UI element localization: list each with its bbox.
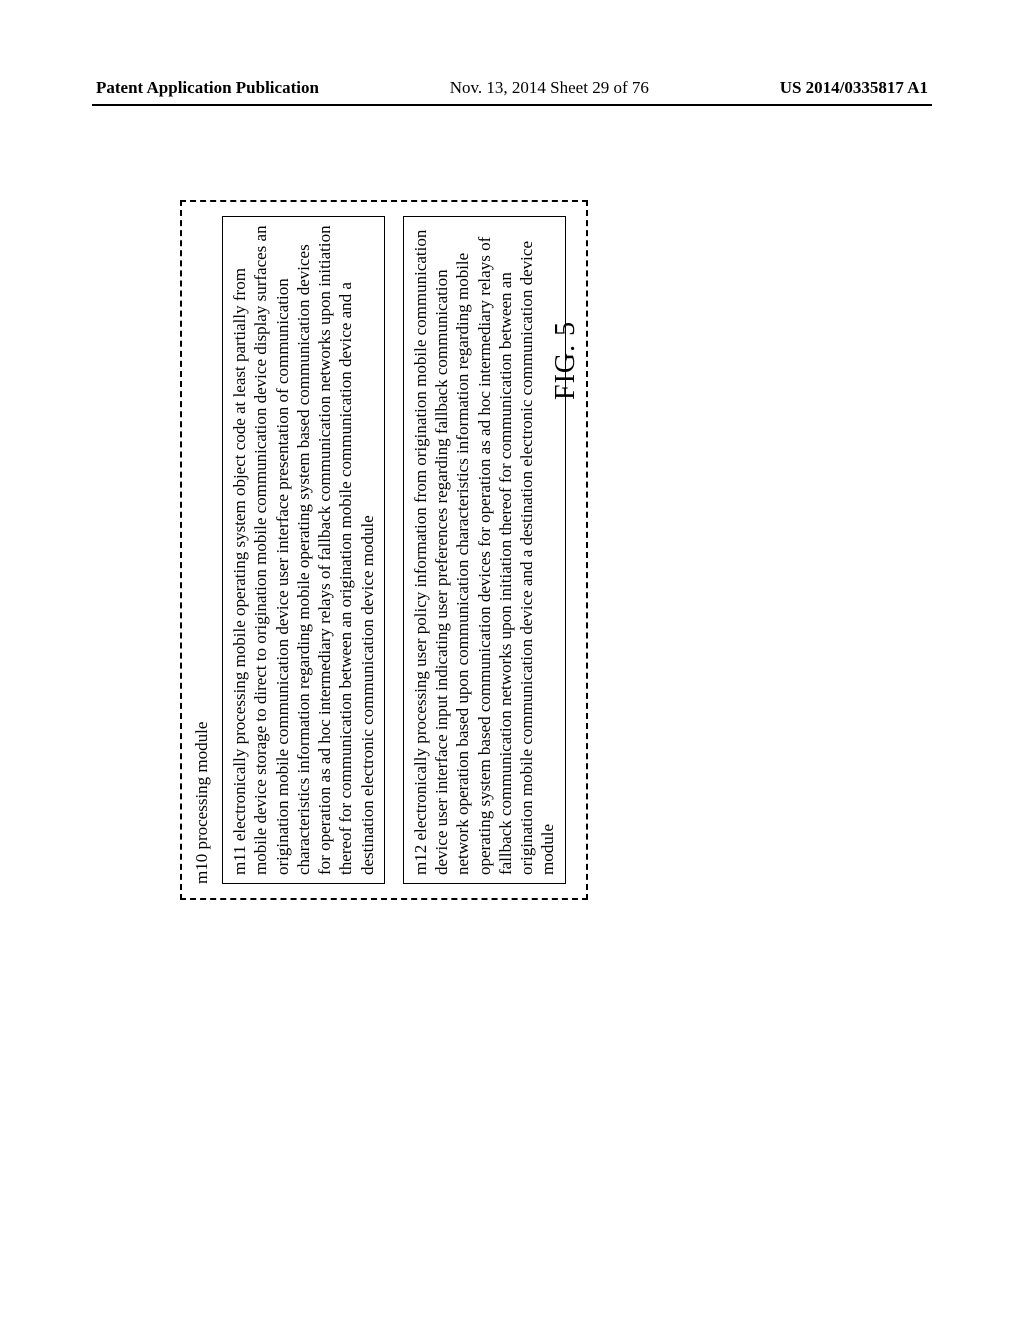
module-m11-box: m11 electronically processing mobile ope…: [222, 216, 385, 884]
patent-page: Patent Application Publication Nov. 13, …: [0, 0, 1024, 1320]
page-header: Patent Application Publication Nov. 13, …: [0, 78, 1024, 98]
figure-rotated-content: m10 processing module m11 electronically…: [100, 140, 920, 960]
figure-label: FIG. 5: [550, 321, 582, 400]
header-center: Nov. 13, 2014 Sheet 29 of 76: [450, 78, 649, 98]
header-rule: [92, 104, 932, 106]
figure-area: m10 processing module m11 electronically…: [100, 140, 920, 960]
header-right: US 2014/0335817 A1: [780, 78, 928, 98]
module-m10-box: m10 processing module m11 electronically…: [180, 200, 588, 900]
header-row: Patent Application Publication Nov. 13, …: [96, 78, 928, 98]
module-m12-box: m12 electronically processing user polic…: [403, 216, 566, 884]
module-m10-title: m10 processing module: [192, 216, 212, 884]
header-left: Patent Application Publication: [96, 78, 319, 98]
